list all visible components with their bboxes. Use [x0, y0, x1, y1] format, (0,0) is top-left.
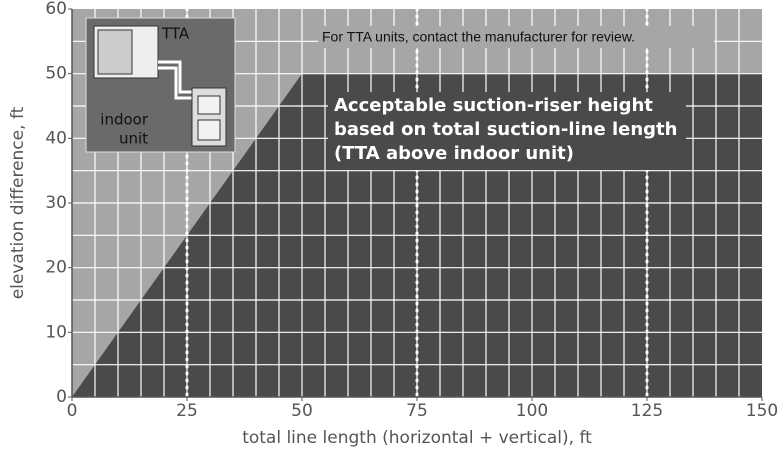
inset-label: TTA	[161, 25, 190, 43]
inset-label: indoor	[100, 111, 149, 129]
y-axis-label: elevation difference, ft	[8, 106, 28, 299]
y-tick-label: 10	[45, 322, 67, 342]
y-tick-label: 50	[45, 64, 67, 84]
inset-label: unit	[119, 130, 148, 148]
annotation: based on total suction-line length	[334, 119, 677, 140]
y-tick-label: 0	[56, 387, 67, 407]
annotation: For TTA units, contact the manufacturer …	[322, 29, 635, 45]
y-tick-label: 40	[45, 128, 67, 148]
x-tick-label: 75	[406, 401, 428, 421]
annotation: (TTA above indoor unit)	[334, 143, 574, 164]
annotation: Acceptable suction-riser height	[334, 95, 653, 116]
chart: 0 25 50 75 100 125 150 0 10 20 30 40 50 60 total line …	[0, 0, 781, 450]
x-tick-label: 100	[516, 401, 548, 421]
y-tick-label: 30	[45, 193, 67, 213]
x-tick-label: 25	[176, 401, 198, 421]
x-tick-label: 125	[631, 401, 663, 421]
indoor-unit-panel	[198, 120, 220, 140]
x-tick-label: 0	[67, 401, 78, 421]
y-tick-label: 60	[45, 0, 67, 19]
outdoor-unit-grille	[98, 30, 132, 74]
x-axis-label: total line length (horizontal + vertical…	[242, 428, 592, 448]
y-tick-label: 20	[45, 258, 67, 278]
x-tick-label: 150	[746, 401, 778, 421]
x-tick-label: 50	[291, 401, 313, 421]
indoor-unit-panel	[198, 96, 220, 114]
